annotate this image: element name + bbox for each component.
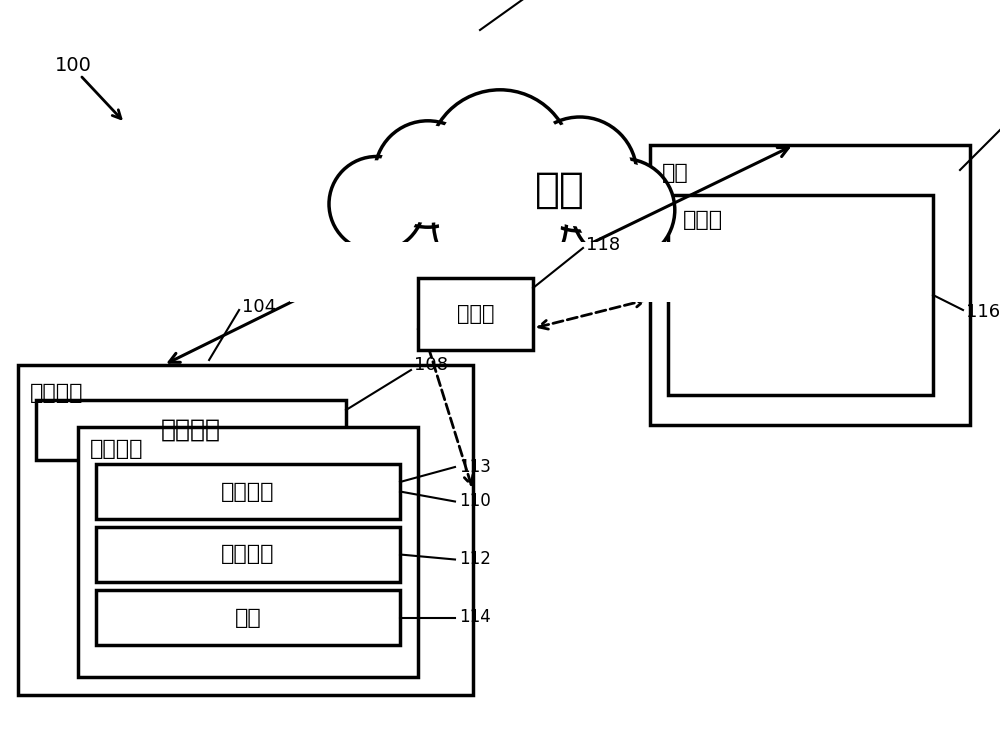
Bar (650, 145, 970, 425)
Text: 116: 116 (966, 303, 1000, 321)
Circle shape (434, 96, 566, 229)
Circle shape (572, 159, 675, 262)
Circle shape (576, 163, 671, 257)
Circle shape (329, 157, 424, 251)
Text: 计算资源: 计算资源 (161, 418, 221, 442)
Circle shape (439, 161, 561, 283)
Circle shape (523, 117, 637, 231)
Circle shape (527, 121, 632, 226)
Text: 112: 112 (459, 551, 491, 568)
Text: 104: 104 (242, 298, 276, 316)
Text: 计算系统: 计算系统 (30, 383, 84, 403)
Text: 设备: 设备 (662, 163, 689, 183)
Text: 空闲进程: 空闲进程 (221, 481, 275, 501)
Bar (668, 195, 933, 395)
Text: 计量器: 计量器 (457, 304, 494, 324)
Bar (96, 590, 400, 645)
Bar (78, 427, 418, 677)
Circle shape (428, 90, 572, 234)
Bar (290, 242, 750, 302)
Circle shape (379, 125, 477, 223)
Text: 工作负载: 工作负载 (90, 439, 144, 459)
Bar (36, 400, 346, 460)
Circle shape (375, 121, 481, 227)
Text: 118: 118 (586, 236, 620, 254)
Text: 108: 108 (414, 356, 448, 374)
Text: 100: 100 (55, 56, 92, 74)
Text: 显示器: 显示器 (683, 210, 723, 230)
Text: 113: 113 (459, 458, 491, 476)
Circle shape (434, 156, 566, 289)
Text: 110: 110 (459, 492, 491, 511)
Bar (418, 278, 533, 350)
Bar (18, 365, 473, 695)
Text: 操作系统: 操作系统 (221, 545, 275, 564)
Circle shape (333, 160, 420, 248)
Bar (96, 464, 400, 519)
Text: 应用: 应用 (235, 608, 261, 628)
Bar (96, 527, 400, 582)
Text: 网络: 网络 (535, 169, 585, 211)
Text: 114: 114 (459, 609, 491, 626)
